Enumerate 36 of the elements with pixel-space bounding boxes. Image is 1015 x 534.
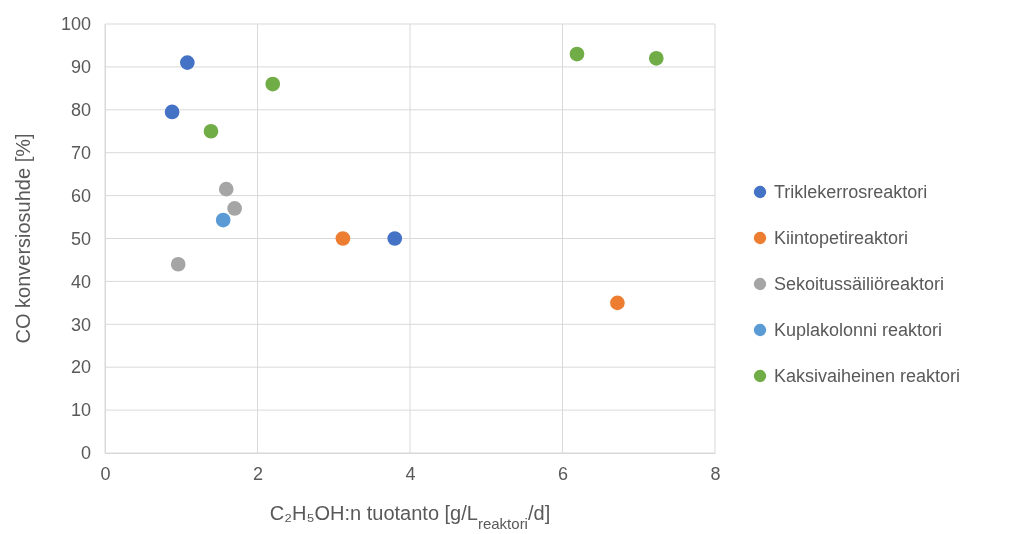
point	[164, 104, 180, 120]
point	[170, 256, 186, 272]
point	[203, 123, 219, 139]
y-tick-label: 0	[80, 443, 91, 464]
point	[569, 46, 585, 62]
point	[215, 212, 231, 228]
point	[227, 201, 242, 216]
legend-label: Sekoitussäiliöreaktori	[774, 274, 945, 294]
y-tick-label: 40	[70, 271, 91, 292]
y-tick-label: 90	[70, 57, 91, 78]
y-tick-label: 80	[70, 100, 91, 121]
point	[387, 231, 403, 246]
x-tick-label: 4	[405, 463, 416, 484]
y-tick-label: 70	[70, 142, 91, 163]
point	[179, 55, 195, 70]
point	[610, 295, 625, 311]
y-tick-label: 20	[70, 357, 91, 378]
x-tick-label: 6	[557, 463, 569, 484]
y-tick-label: 60	[70, 185, 91, 206]
point	[265, 76, 281, 92]
point	[218, 181, 234, 197]
x-axis-title: C₂H₅OH:n tuotanto [g/L$_{reaktori}$/d]	[269, 502, 551, 532]
y-tick-label: 30	[70, 314, 91, 335]
x-tick-label: 0	[100, 463, 111, 484]
x-tick-label: 8	[710, 463, 721, 484]
legend-label: Kiintopetireaktori	[774, 228, 909, 248]
x-tick-label: 2	[252, 463, 264, 484]
point	[335, 231, 351, 246]
y-tick-label: 50	[70, 228, 91, 249]
legend-label: Triklekerrosreaktori	[774, 182, 928, 202]
y-tick-label: 100	[60, 14, 91, 35]
y-axis-title: CO konversiosuhde [%]	[12, 133, 34, 344]
point	[648, 50, 664, 66]
legend-label: Kaksivaiheinen reaktori	[774, 366, 961, 386]
y-tick-label: 10	[70, 400, 91, 421]
legend-label: Kuplakolonni reaktori	[774, 320, 943, 340]
